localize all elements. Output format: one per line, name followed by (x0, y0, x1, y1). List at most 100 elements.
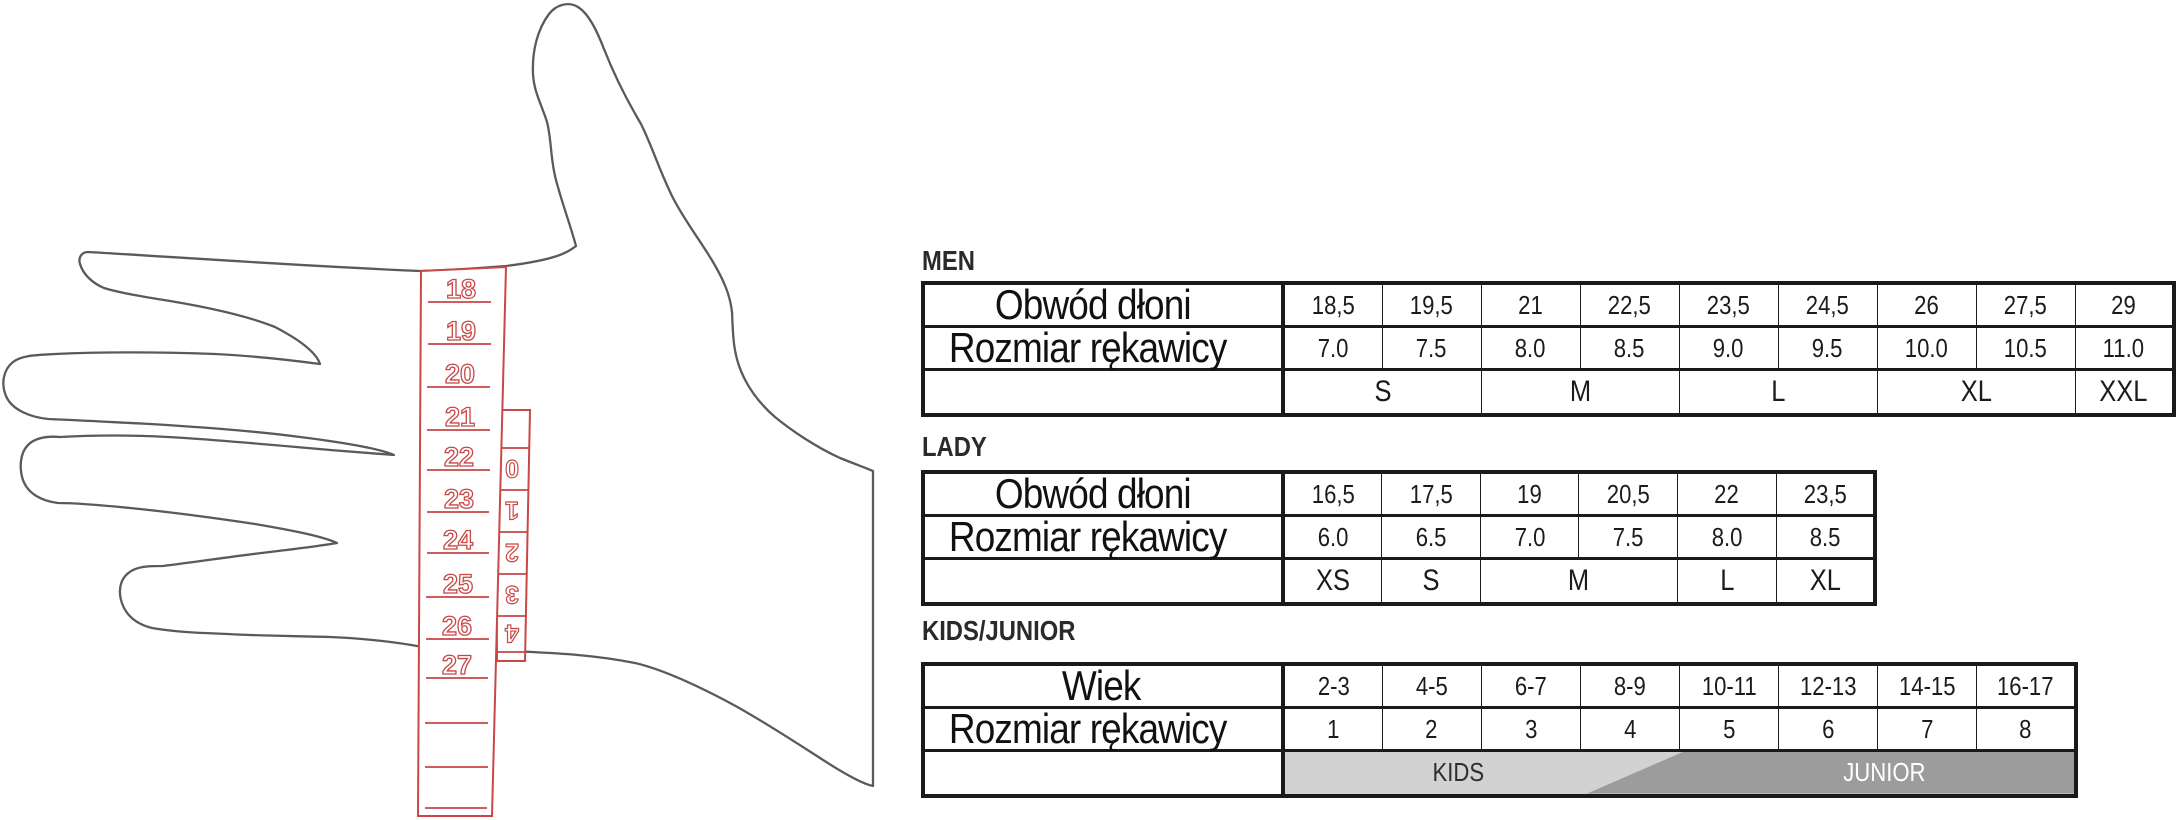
men-heading: MEN (922, 245, 975, 276)
value-cell: 6.0 (1281, 514, 1383, 560)
kids-junior-heading: KIDS/JUNIOR (922, 615, 1076, 646)
table-row: Obwód dłoni 18,5 19,5 21 22,5 23,5 24,5 … (922, 281, 2175, 328)
value-cell: 6-7 (1480, 662, 1581, 709)
value-cell: 7.5 (1381, 325, 1482, 371)
value-cell: 29 (2074, 281, 2175, 328)
kids-junior-table: Wiek 2-3 4-5 6-7 8-9 10-11 12-13 14-15 1… (921, 662, 2078, 798)
table-row: Obwód dłoni 16,5 17,5 19 20,5 22 23,5 (922, 470, 1876, 517)
ruler-number: 18 (446, 274, 476, 304)
row-label: Wiek (922, 662, 1284, 709)
value-cell: 6 (1778, 706, 1879, 752)
kids-junior-band: KIDS JUNIOR (1281, 749, 2077, 797)
value-cell: 7.0 (1479, 514, 1580, 560)
value-cell: 18,5 (1281, 281, 1383, 328)
value-cell: 8-9 (1579, 662, 1681, 709)
value-cell: 10.5 (1975, 325, 2076, 371)
value-cell: 27,5 (1975, 281, 2076, 328)
row-label (922, 557, 1284, 605)
value-cell: 26 (1876, 281, 1977, 328)
value-cell: 5 (1678, 706, 1780, 752)
value-cell: 7 (1877, 706, 1978, 752)
value-cell: 9.5 (1777, 325, 1878, 371)
ruler-number: 3 (505, 580, 519, 608)
hand-outline (2, 3, 875, 788)
table-row: Wiek 2-3 4-5 6-7 8-9 10-11 12-13 14-15 1… (922, 662, 2077, 709)
value-cell: 22 (1677, 470, 1777, 517)
value-cell: 8.5 (1579, 325, 1680, 371)
hand-measure-illustration: 0 1 2 3 4 18 19 20 21 22 23 24 25 26 27 (2, 3, 875, 817)
value-cell: 19,5 (1381, 281, 1482, 328)
value-cell: 24,5 (1777, 281, 1878, 328)
value-cell: 12-13 (1778, 662, 1879, 709)
ruler-number: 25 (443, 569, 473, 599)
ruler-number: 22 (444, 442, 474, 472)
value-cell: 14-15 (1877, 662, 1978, 709)
lady-table: Obwód dłoni 16,5 17,5 19 20,5 22 23,5 Ro… (921, 470, 1877, 606)
size-cell: M (1479, 557, 1679, 605)
row-label: Obwód dłoni (922, 281, 1284, 328)
ruler-number: 27 (442, 650, 472, 680)
ruler-number: 4 (505, 619, 519, 647)
value-cell: 8 (1976, 706, 2077, 752)
kids-band-label: KIDS (1432, 757, 1485, 788)
value-cell: 7.0 (1281, 325, 1383, 371)
value-cell: 16-17 (1976, 662, 2077, 709)
table-row: Rozmiar rękawicy 7.0 7.5 8.0 8.5 9.0 9.5… (922, 325, 2175, 371)
row-label: Rozmiar rękawicy (922, 325, 1284, 371)
row-label (922, 368, 1284, 416)
value-cell: 4-5 (1381, 662, 1482, 709)
row-label: Rozmiar rękawicy (922, 514, 1284, 560)
men-table: Obwód dłoni 18,5 19,5 21 22,5 23,5 24,5 … (921, 281, 2176, 417)
table-row: XS S M L XL (922, 557, 1876, 605)
value-cell: 16,5 (1281, 470, 1383, 517)
value-cell: 20,5 (1578, 470, 1679, 517)
ruler-number: 26 (442, 611, 472, 641)
size-cell: XL (1775, 557, 1876, 605)
value-cell: 23,5 (1678, 281, 1779, 328)
ruler-number: 21 (445, 402, 475, 432)
size-cell: XL (1876, 368, 2076, 416)
size-cell: S (1381, 557, 1481, 605)
value-cell: 11.0 (2074, 325, 2175, 371)
table-row: KIDS JUNIOR (922, 749, 2077, 797)
value-cell: 8.0 (1480, 325, 1581, 371)
size-cell: M (1480, 368, 1680, 416)
ruler-number: 19 (446, 316, 476, 346)
ruler-number: 24 (443, 525, 473, 555)
ruler-side-strip: 0 1 2 3 4 (494, 409, 532, 662)
value-cell: 10.0 (1876, 325, 1977, 371)
size-cell: S (1281, 368, 1482, 416)
value-cell: 17,5 (1381, 470, 1481, 517)
value-cell: 4 (1579, 706, 1681, 752)
value-cell: 10-11 (1678, 662, 1780, 709)
value-cell: 19 (1479, 470, 1580, 517)
size-cell: L (1677, 557, 1777, 605)
value-cell: 21 (1480, 281, 1581, 328)
row-label: Rozmiar rękawicy (922, 706, 1284, 752)
row-label: Obwód dłoni (922, 470, 1284, 517)
lady-heading: LADY (922, 431, 987, 462)
ruler-number: 23 (444, 484, 474, 514)
value-cell: 1 (1280, 706, 1383, 752)
value-cell: 3 (1480, 706, 1581, 752)
row-label (922, 749, 1284, 797)
value-cell: 2-3 (1280, 662, 1383, 709)
table-row: Rozmiar rękawicy 6.0 6.5 7.0 7.5 8.0 8.5 (922, 514, 1876, 560)
value-cell: 23,5 (1775, 470, 1876, 517)
value-cell: 2 (1381, 706, 1482, 752)
size-cell: XXL (2074, 368, 2175, 416)
value-cell: 8.5 (1775, 514, 1876, 560)
table-row: S M L XL XXL (922, 368, 2175, 416)
ruler-number: 2 (505, 538, 519, 566)
value-cell: 8.0 (1677, 514, 1777, 560)
size-cell: XS (1281, 557, 1383, 605)
value-cell: 22,5 (1579, 281, 1680, 328)
value-cell: 6.5 (1381, 514, 1481, 560)
ruler-main-strip: 18 19 20 21 22 23 24 25 26 27 (416, 265, 508, 817)
ruler-number: 0 (505, 454, 519, 482)
size-cell: L (1678, 368, 1878, 416)
junior-band-label: JUNIOR (1843, 757, 1926, 788)
value-cell: 9.0 (1678, 325, 1779, 371)
value-cell: 7.5 (1578, 514, 1679, 560)
